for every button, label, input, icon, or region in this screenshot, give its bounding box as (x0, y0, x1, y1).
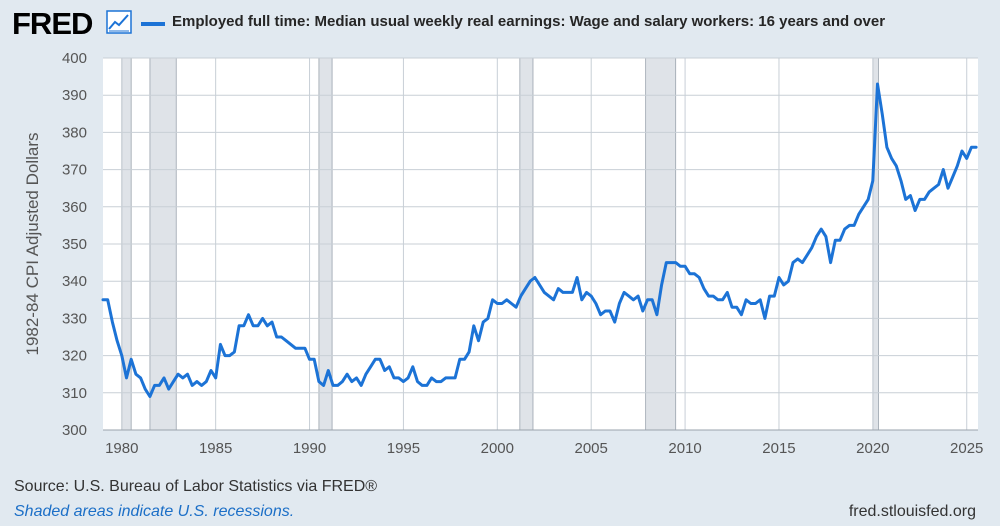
y-tick-label: 390 (62, 87, 87, 104)
series-title[interactable]: Employed full time: Median usual weekly … (172, 13, 886, 30)
x-tick-label: 2025 (950, 440, 983, 457)
x-tick-label: 2005 (575, 440, 608, 457)
line-chart: 300 310 320 330 340 350 360 370 380 390 400 1980 198… (23, 50, 983, 457)
y-tick-label: 400 (62, 50, 87, 67)
x-tick-label: 2015 (762, 440, 795, 457)
y-tick-label: 300 (62, 422, 87, 439)
x-tick-label: 2000 (481, 440, 514, 457)
y-tick-label: 330 (62, 310, 87, 327)
source-value: U.S. Bureau of Labor Statistics via FRED… (73, 478, 378, 495)
x-tick-label: 2020 (856, 440, 889, 457)
fred-logo[interactable]: FRED (12, 6, 93, 41)
y-tick-label: 360 (62, 199, 87, 216)
y-axis-label: 1982-84 CPI Adjusted Dollars (23, 132, 42, 355)
source-prefix: Source: (14, 478, 74, 495)
x-tick-label: 2010 (668, 440, 701, 457)
legend-swatch (141, 22, 165, 26)
x-tick-label: 1995 (387, 440, 420, 457)
source-text: Source: U.S. Bureau of Labor Statistics … (14, 478, 377, 496)
y-tick-label: 310 (62, 385, 87, 402)
chart-header: FRED Employed full time: Median usual we… (0, 0, 1000, 46)
series-line (101, 82, 978, 398)
x-tick-label: 1990 (293, 440, 326, 457)
y-tick-label: 380 (62, 124, 87, 141)
x-tick-label: 1980 (105, 440, 138, 457)
recession-note[interactable]: Shaded areas indicate U.S. recessions. (14, 503, 295, 520)
y-tick-label: 340 (62, 273, 87, 290)
source-url[interactable]: fred.stlouisfed.org (848, 503, 976, 520)
x-tick-label: 1985 (199, 440, 232, 457)
line-chart-icon (106, 10, 132, 34)
y-tick-label: 370 (62, 162, 87, 179)
y-tick-label: 320 (62, 348, 87, 365)
y-tick-label: 350 (62, 236, 87, 253)
